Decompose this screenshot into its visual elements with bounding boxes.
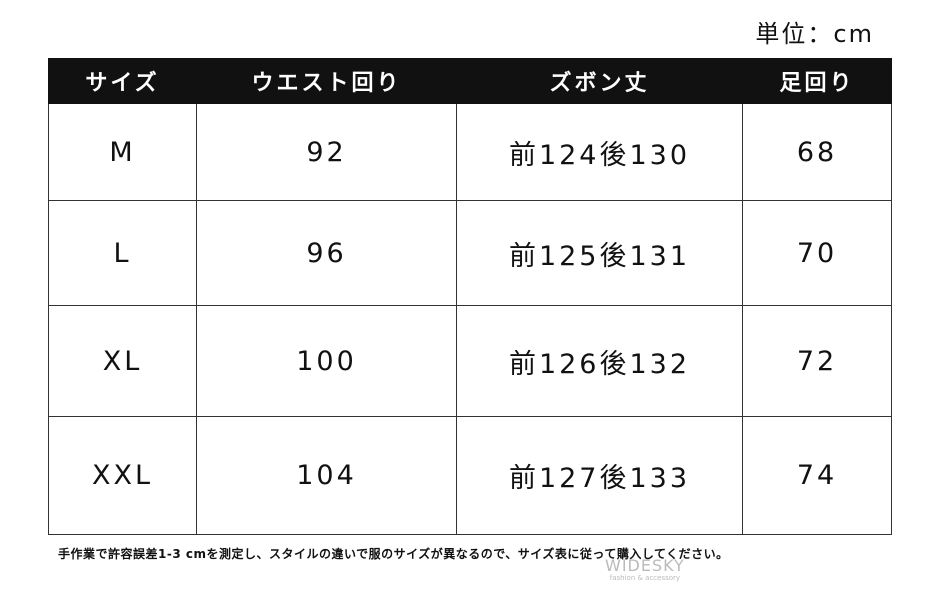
header-row: サイズ ウエスト回り ズボン丈 足回り [48, 58, 892, 104]
table-cell: M [48, 103, 197, 201]
table-cell: XL [48, 305, 197, 417]
table-row: XL 100 前126後132 72 [48, 305, 892, 417]
footnote: 手作業で許容誤差1-3 cmを測定し、スタイルの違いで服のサイズが異なるので、サ… [58, 547, 729, 561]
table-cell: 72 [742, 305, 892, 417]
table-cell: 70 [742, 200, 892, 306]
header-cell: ズボン丈 [456, 58, 743, 104]
watermark-tagline: fashion & accessory [609, 574, 681, 582]
watermark-brand: WIDESKY [605, 556, 685, 575]
size-table: サイズ ウエスト回り ズボン丈 足回り M 92 前124後130 68 L 96 前125後13… [48, 58, 892, 535]
table-cell: XXL [48, 416, 197, 535]
table-row: L 96 前125後131 70 [48, 200, 892, 306]
table-cell: 96 [196, 200, 457, 306]
header-cell: 足回り [742, 58, 892, 104]
table-row: XXL 104 前127後133 74 [48, 416, 892, 535]
table-cell: 104 [196, 416, 457, 535]
watermark: WIDESKY fashion & accessory [605, 558, 685, 583]
table-cell: L [48, 200, 197, 306]
table-cell: 92 [196, 103, 457, 201]
table-cell: 前126後132 [456, 305, 743, 417]
table-cell: 前125後131 [456, 200, 743, 306]
header-cell: ウエスト回り [196, 58, 457, 104]
table-cell: 100 [196, 305, 457, 417]
unit-label: 単位：cm [755, 20, 874, 48]
header-cell: サイズ [48, 58, 197, 104]
table-cell: 74 [742, 416, 892, 535]
table-body: M 92 前124後130 68 L 96 前125後131 70 XL 100 前126後132 7… [48, 103, 892, 535]
table-row: M 92 前124後130 68 [48, 103, 892, 201]
table-cell: 68 [742, 103, 892, 201]
table-cell: 前124後130 [456, 103, 743, 201]
table-cell: 前127後133 [456, 416, 743, 535]
